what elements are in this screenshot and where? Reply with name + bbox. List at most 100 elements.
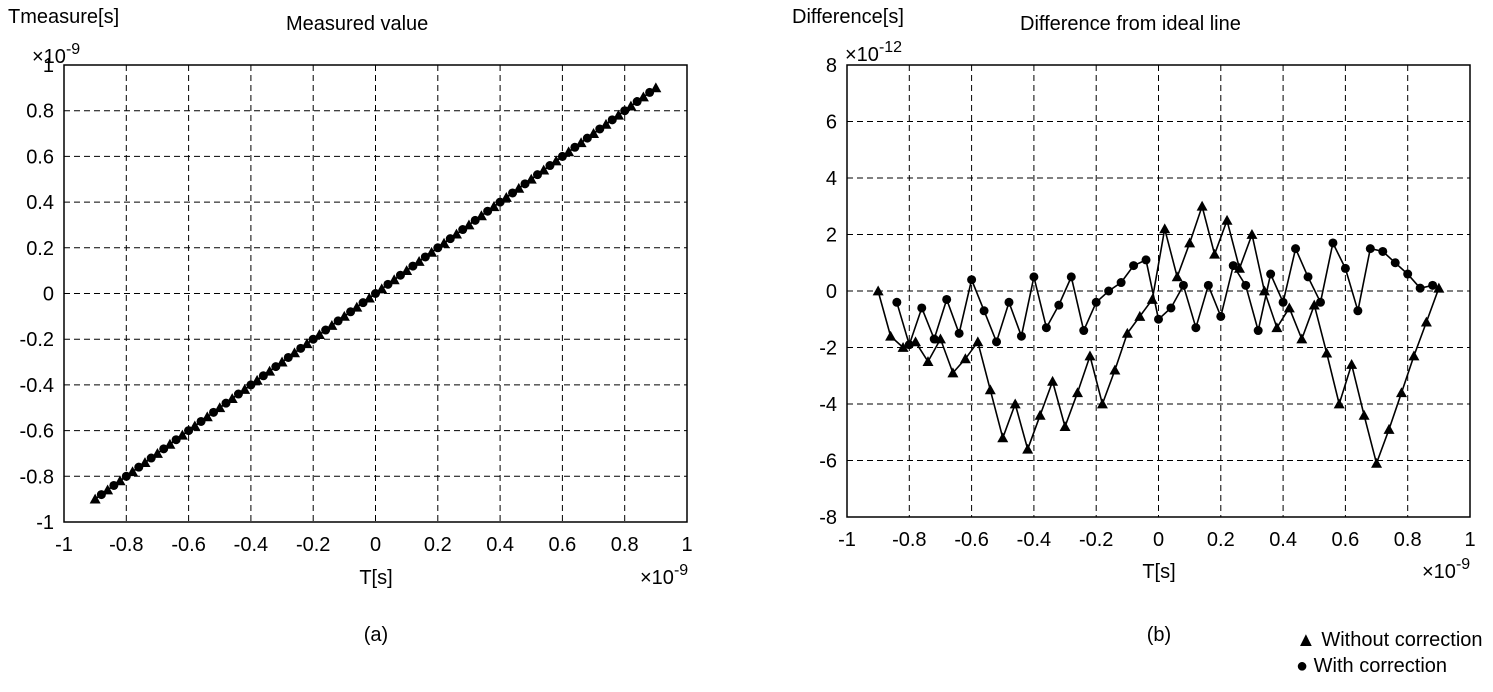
panel-a-x-axis-label: T[s] — [359, 567, 392, 589]
a-y-tick-label: 0.8 — [26, 101, 54, 123]
b-circle-point — [1279, 298, 1288, 307]
b-triangle-point — [1359, 410, 1370, 420]
a-circle-point — [134, 463, 143, 472]
a-x-tick-label: -0.6 — [171, 534, 205, 556]
panel-b-title: Difference from ideal line — [1020, 13, 1241, 35]
a-x-tick-label: 0 — [370, 534, 381, 556]
b-triangle-point — [1047, 376, 1058, 386]
b-circle-point — [1328, 238, 1337, 247]
panel-a-caption: (a) — [364, 624, 388, 646]
a-y-tick-label: 0.4 — [26, 192, 54, 214]
a-circle-point — [433, 243, 442, 252]
b-circle-point — [955, 329, 964, 338]
b-circle-point — [942, 295, 951, 304]
b-triangle-point — [1384, 424, 1395, 434]
b-y-tick-label: 6 — [826, 112, 837, 134]
b-triangle-point — [1060, 421, 1071, 431]
b-y-tick-label: -8 — [819, 507, 837, 529]
a-circle-point — [334, 316, 343, 325]
b-circle-point — [1042, 323, 1051, 332]
b-triangle-point — [1084, 350, 1095, 360]
a-circle-point — [608, 115, 617, 124]
a-y-tick-label: 0.2 — [26, 238, 54, 260]
a-circle-point — [383, 280, 392, 289]
a-x-tick-label: -1 — [55, 534, 73, 556]
b-y-tick-label: 8 — [826, 55, 837, 77]
b-circle-point — [1129, 261, 1138, 270]
a-circle-point — [521, 179, 530, 188]
a-circle-point — [645, 88, 654, 97]
a-y-tick-label: -0.8 — [20, 466, 54, 488]
a-circle-point — [620, 106, 629, 115]
a-circle-point — [421, 252, 430, 261]
b-triangle-point — [1172, 271, 1183, 281]
a-circle-point — [595, 124, 604, 133]
a-circle-point — [109, 481, 118, 490]
legend-label-without-correction: Without correction — [1321, 629, 1482, 651]
b-triangle-point — [1271, 322, 1282, 332]
b-circle-point — [1291, 244, 1300, 253]
b-triangle-point — [1321, 348, 1332, 358]
a-circle-point — [209, 408, 218, 417]
b-x-tick-label: 0.4 — [1269, 529, 1297, 551]
a-circle-point — [583, 134, 592, 143]
b-triangle-point — [1421, 317, 1432, 327]
a-circle-point — [346, 307, 355, 316]
b-circle-point — [1403, 270, 1412, 279]
b-circle-point — [1092, 298, 1101, 307]
b-triangle-point — [1209, 249, 1220, 259]
b-circle-point — [1067, 272, 1076, 281]
b-circle-point — [1416, 284, 1425, 293]
a-circle-point — [570, 143, 579, 152]
b-x-tick-label: 0.8 — [1394, 529, 1422, 551]
b-circle-point — [1241, 281, 1250, 290]
b-triangle-point — [1371, 458, 1382, 468]
a-x-tick-label: 0.2 — [424, 534, 452, 556]
b-circle-point — [1166, 303, 1175, 312]
b-circle-point — [1204, 281, 1213, 290]
a-circle-point — [259, 371, 268, 380]
b-triangle-point — [1346, 359, 1357, 369]
b-circle-point — [1017, 332, 1026, 341]
a-circle-point — [359, 298, 368, 307]
b-triangle-point — [1334, 399, 1345, 409]
b-x-tick-label: -0.8 — [892, 529, 926, 551]
b-circle-point — [1428, 281, 1437, 290]
a-circle-point — [147, 454, 156, 463]
a-circle-point — [508, 188, 517, 197]
b-circle-point — [1316, 298, 1325, 307]
b-series-circle-line — [897, 243, 1433, 345]
a-x-tick-label: -0.2 — [296, 534, 330, 556]
b-circle-point — [1179, 281, 1188, 290]
b-circle-point — [1216, 312, 1225, 321]
b-circle-point — [892, 298, 901, 307]
a-x-tick-label: 0.4 — [486, 534, 514, 556]
a-x-tick-label: 0.6 — [548, 534, 576, 556]
b-circle-point — [1004, 298, 1013, 307]
a-circle-point — [371, 289, 380, 298]
b-y-tick-label: -4 — [819, 394, 837, 416]
b-circle-point — [1079, 326, 1088, 335]
a-circle-point — [309, 335, 318, 344]
a-circle-point — [483, 207, 492, 216]
a-circle-point — [234, 390, 243, 399]
panel-a-title: Measured value — [286, 13, 428, 35]
a-x-tick-label: -0.4 — [234, 534, 268, 556]
a-circle-point — [446, 234, 455, 243]
b-triangle-point — [1197, 201, 1208, 211]
a-y-tick-label: -1 — [36, 512, 54, 534]
panel-b-grid — [847, 65, 1470, 517]
b-circle-point — [1142, 255, 1151, 264]
b-triangle-point — [1022, 444, 1033, 454]
b-circle-point — [1029, 272, 1038, 281]
b-triangle-point — [1246, 229, 1257, 239]
b-triangle-point — [885, 331, 896, 341]
b-triangle-point — [922, 356, 933, 366]
b-circle-point — [980, 306, 989, 315]
b-y-tick-label: 2 — [826, 225, 837, 247]
a-y-tick-label: -0.4 — [20, 375, 54, 397]
b-circle-point — [1154, 315, 1163, 324]
a-circle-point — [545, 161, 554, 170]
a-circle-point — [97, 490, 106, 499]
b-triangle-point — [985, 384, 996, 394]
